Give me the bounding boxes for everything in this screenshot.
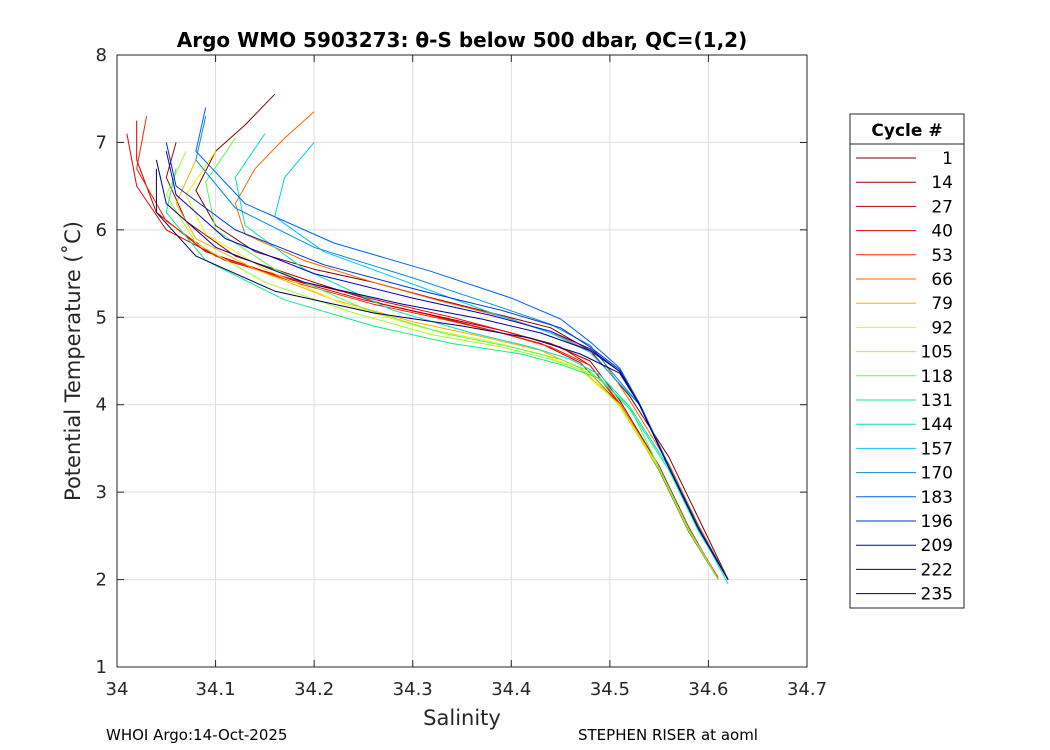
legend-label: 79 — [931, 294, 953, 314]
series-line-cycle-27 — [136, 120, 719, 580]
legend-label: 92 — [931, 318, 953, 338]
legend-box — [849, 113, 965, 609]
y-tick-label: 5 — [96, 307, 107, 328]
grid — [116, 54, 808, 668]
series-line-cycle-196 — [165, 142, 729, 580]
legend-label: 183 — [921, 488, 953, 508]
series-line-cycle-66 — [234, 111, 729, 580]
y-tick-label: 1 — [96, 657, 107, 678]
series-line-cycle-92 — [185, 150, 719, 580]
y-ticks: 1 2 3 4 5 6 7 8 — [96, 45, 807, 678]
y-tick-label: 4 — [96, 395, 107, 416]
series-line-cycle-235 — [155, 168, 729, 580]
legend-label: 118 — [921, 367, 953, 387]
legend-label: 1 — [942, 149, 953, 169]
chart-title: Argo WMO 5903273: θ-S below 500 dbar, QC… — [177, 28, 747, 52]
legend-label: 105 — [921, 343, 953, 363]
y-tick-label: 2 — [96, 570, 107, 591]
legend-label: 27 — [931, 197, 953, 217]
plot-series — [126, 93, 729, 585]
legend-entries: 1 14 27 40 53 66 79 92 105 118 131 144 157 170 183 196 2… — [856, 149, 953, 605]
legend-label: 131 — [921, 391, 953, 411]
legend-label: 40 — [931, 222, 953, 242]
footer-pi: STEPHEN RISER at aoml — [578, 726, 758, 744]
legend-label: 196 — [921, 512, 953, 532]
x-tick-label: 34.5 — [590, 679, 630, 700]
y-axis-label: Potential Temperature (˚C) — [61, 221, 85, 501]
series-line-cycle-144 — [234, 133, 729, 585]
x-axis-label: Salinity — [423, 706, 501, 730]
x-tick-label: 34 — [106, 679, 129, 700]
series-line-cycle-118 — [205, 137, 719, 580]
series-line-cycle-170 — [195, 116, 729, 580]
x-tick-label: 34.3 — [393, 679, 433, 700]
legend-label: 170 — [921, 464, 953, 484]
x-ticks: 34 34.1 34.2 34.3 34.4 34.5 34.6 34.7 — [106, 55, 827, 700]
series-line-cycle-183 — [195, 107, 729, 580]
series-line-cycle-14 — [165, 142, 719, 580]
series-line-cycle-222 — [155, 159, 729, 580]
x-tick-label: 34.7 — [787, 679, 827, 700]
legend-label: 14 — [931, 173, 953, 193]
series-line-cycle-105 — [165, 150, 719, 580]
legend-label: 144 — [921, 415, 953, 435]
y-tick-label: 7 — [96, 132, 107, 153]
x-tick-label: 34.4 — [491, 679, 531, 700]
legend-label: 66 — [931, 270, 953, 290]
legend-label: 209 — [921, 536, 953, 556]
legend-label: 222 — [921, 560, 953, 580]
y-tick-label: 6 — [96, 220, 107, 241]
x-tick-label: 34.2 — [294, 679, 334, 700]
x-tick-label: 34.1 — [196, 679, 236, 700]
series-line-cycle-79 — [175, 159, 719, 580]
x-tick-label: 34.6 — [688, 679, 728, 700]
legend: Cycle # 1 14 27 40 53 66 79 92 105 118 131 144 157 17… — [849, 113, 965, 609]
legend-label: 157 — [921, 439, 953, 459]
footer-source: WHOI Argo:14-Oct-2025 — [106, 726, 288, 744]
series-line-cycle-157 — [274, 142, 729, 580]
y-tick-label: 3 — [96, 482, 107, 503]
legend-title: Cycle # — [871, 121, 942, 141]
plot-border — [116, 54, 808, 668]
legend-label: 235 — [921, 585, 953, 605]
legend-label: 53 — [931, 246, 953, 266]
series-line-cycle-53 — [136, 116, 719, 579]
y-tick-label: 8 — [96, 45, 107, 66]
